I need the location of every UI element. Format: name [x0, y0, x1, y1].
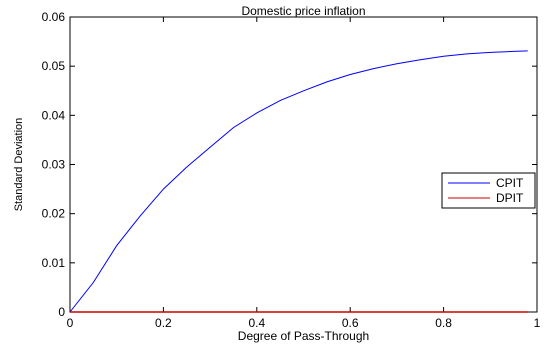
x-axis-label: Degree of Pass-Through [238, 329, 369, 343]
x-tick-label: 0.2 [155, 316, 172, 330]
x-tick-label: 1 [534, 316, 541, 330]
series-line-cpit [69, 50, 528, 313]
y-tick-label: 0.03 [42, 158, 66, 172]
x-tick-label: 0.6 [342, 316, 359, 330]
legend-label-dpit: DPIT [496, 191, 524, 205]
y-tick-label: 0 [58, 305, 65, 319]
legend-label-cpit: CPIT [496, 176, 524, 190]
y-tick-label: 0.06 [42, 10, 66, 24]
x-tick-label: 0.4 [248, 316, 265, 330]
plot-area: 0 0.2 0.4 0.6 0.8 1 0 0.01 0.02 0.03 0.04 0.05 0.06 [42, 10, 541, 330]
legend-box [441, 172, 536, 209]
y-tick-label: 0.02 [42, 207, 66, 221]
x-tick-label: 0 [67, 316, 74, 330]
y-tick-label: 0.04 [42, 108, 66, 122]
x-tick-label: 0.8 [435, 316, 452, 330]
y-tick-label: 0.05 [42, 59, 66, 73]
chart-title: Domestic price inflation [241, 4, 365, 18]
y-axis-label: Standard Deviation [13, 118, 25, 212]
y-tick-label: 0.01 [42, 256, 66, 270]
